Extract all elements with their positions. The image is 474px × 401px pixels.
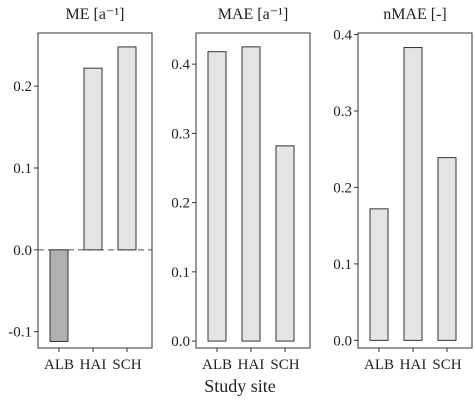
panel-1-ytick-label: 0.2: [13, 79, 32, 95]
panel-3-frame: [357, 32, 473, 349]
panel-3-xtick-label: HAI: [400, 357, 427, 373]
panel-3-bar-hai: [403, 47, 423, 341]
panel-1-ytick-label: 0.0: [13, 243, 32, 259]
panel-1-bar-hai: [83, 67, 103, 251]
panel-2-xtick-label: HAI: [238, 357, 265, 373]
panel-1-xtick-label: SCH: [112, 357, 141, 373]
panel-1-xtick-label: ALB: [44, 357, 74, 373]
panel-2-bar-hai: [241, 46, 261, 342]
panel-1-frame: [37, 32, 153, 349]
panel-2-ytick-label: 0.2: [171, 196, 190, 212]
panel-3-ytick-label: 0.3: [333, 104, 352, 120]
panel-1-xtick-label: HAI: [80, 357, 107, 373]
panel-2-bar-alb: [207, 51, 227, 342]
panel-3-bar-sch: [437, 157, 457, 341]
panel-3-xtick-label: ALB: [364, 357, 394, 373]
panel-1-bar-alb: [49, 249, 69, 342]
panel-2-ytick-label: 0.0: [171, 334, 190, 350]
panel-2-xtick-label: SCH: [270, 357, 299, 373]
panel-2-title: MAE [a⁻¹]: [218, 6, 289, 23]
panel-1-title: ME [a⁻¹]: [66, 6, 125, 23]
panel-2-bar-sch: [275, 145, 295, 342]
panel-1-ytick-label: 0.1: [13, 161, 32, 177]
panel-1-ytick-label: -0.1: [8, 325, 32, 341]
panel-3-ytick-label: 0.0: [333, 333, 352, 349]
x-axis-label: Study site: [204, 376, 276, 396]
panel-3-bar-alb: [369, 208, 389, 341]
panel-2-ytick-label: 0.3: [171, 126, 190, 142]
panel-1-bar-sch: [117, 46, 137, 251]
panel-3-title: nMAE [-]: [383, 6, 447, 23]
panel-2-ytick-label: 0.1: [171, 265, 190, 281]
panel-3-ytick-label: 0.2: [333, 180, 352, 196]
panel-3-xtick-label: SCH: [432, 357, 461, 373]
panel-3-ytick-label: 0.4: [333, 28, 352, 44]
panel-2-xtick-label: ALB: [202, 357, 232, 373]
panel-3-ytick-label: 0.1: [333, 257, 352, 273]
panel-2-frame: [195, 32, 311, 349]
panel-2-ytick-label: 0.4: [171, 57, 190, 73]
